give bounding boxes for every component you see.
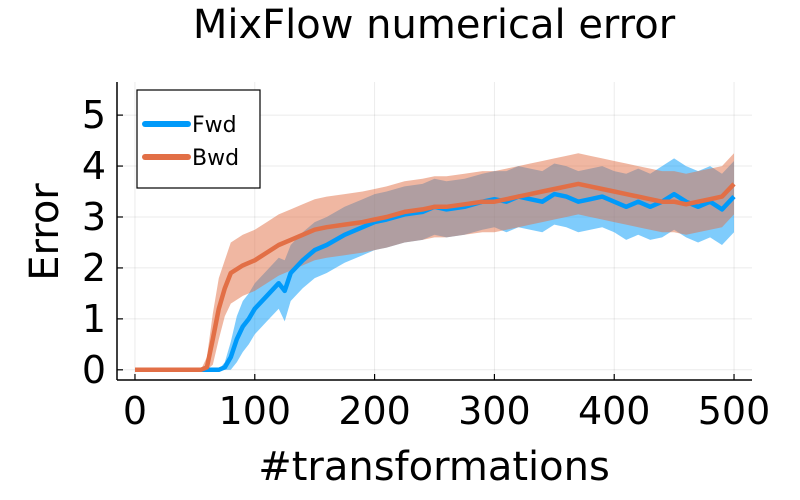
band-bwd: [135, 153, 734, 370]
y-ticks: 0 1 2 3 4 5: [82, 93, 123, 392]
x-ticks: 0 100 200 300 400 500: [123, 374, 770, 433]
x-axis-label: #transformations: [258, 444, 610, 490]
y-tick-label: 2: [82, 246, 106, 290]
axes: [116, 82, 752, 381]
x-tick-label: 500: [698, 389, 771, 433]
legend-label-fwd: Fwd: [192, 113, 237, 138]
line-bwd: [135, 181, 736, 373]
y-tick-label: 0: [82, 348, 106, 392]
y-tick-label: 1: [82, 297, 106, 341]
legend-label-bwd: Bwd: [192, 146, 239, 171]
y-tick-label: 4: [82, 144, 106, 188]
x-tick-label: 100: [219, 389, 292, 433]
legend-box: [136, 89, 261, 189]
chart-title: MixFlow numerical error: [193, 2, 676, 48]
x-tick-label: 300: [458, 389, 531, 433]
y-tick-label: 5: [82, 93, 106, 137]
series-lines: [135, 181, 736, 373]
x-tick-label: 0: [123, 389, 147, 433]
legend: Fwd Bwd: [136, 89, 261, 189]
y-tick-label: 3: [82, 195, 106, 239]
error-bands: [135, 153, 734, 370]
y-axis-label: Error: [22, 183, 68, 281]
x-tick-label: 400: [578, 389, 651, 433]
x-tick-label: 200: [338, 389, 411, 433]
